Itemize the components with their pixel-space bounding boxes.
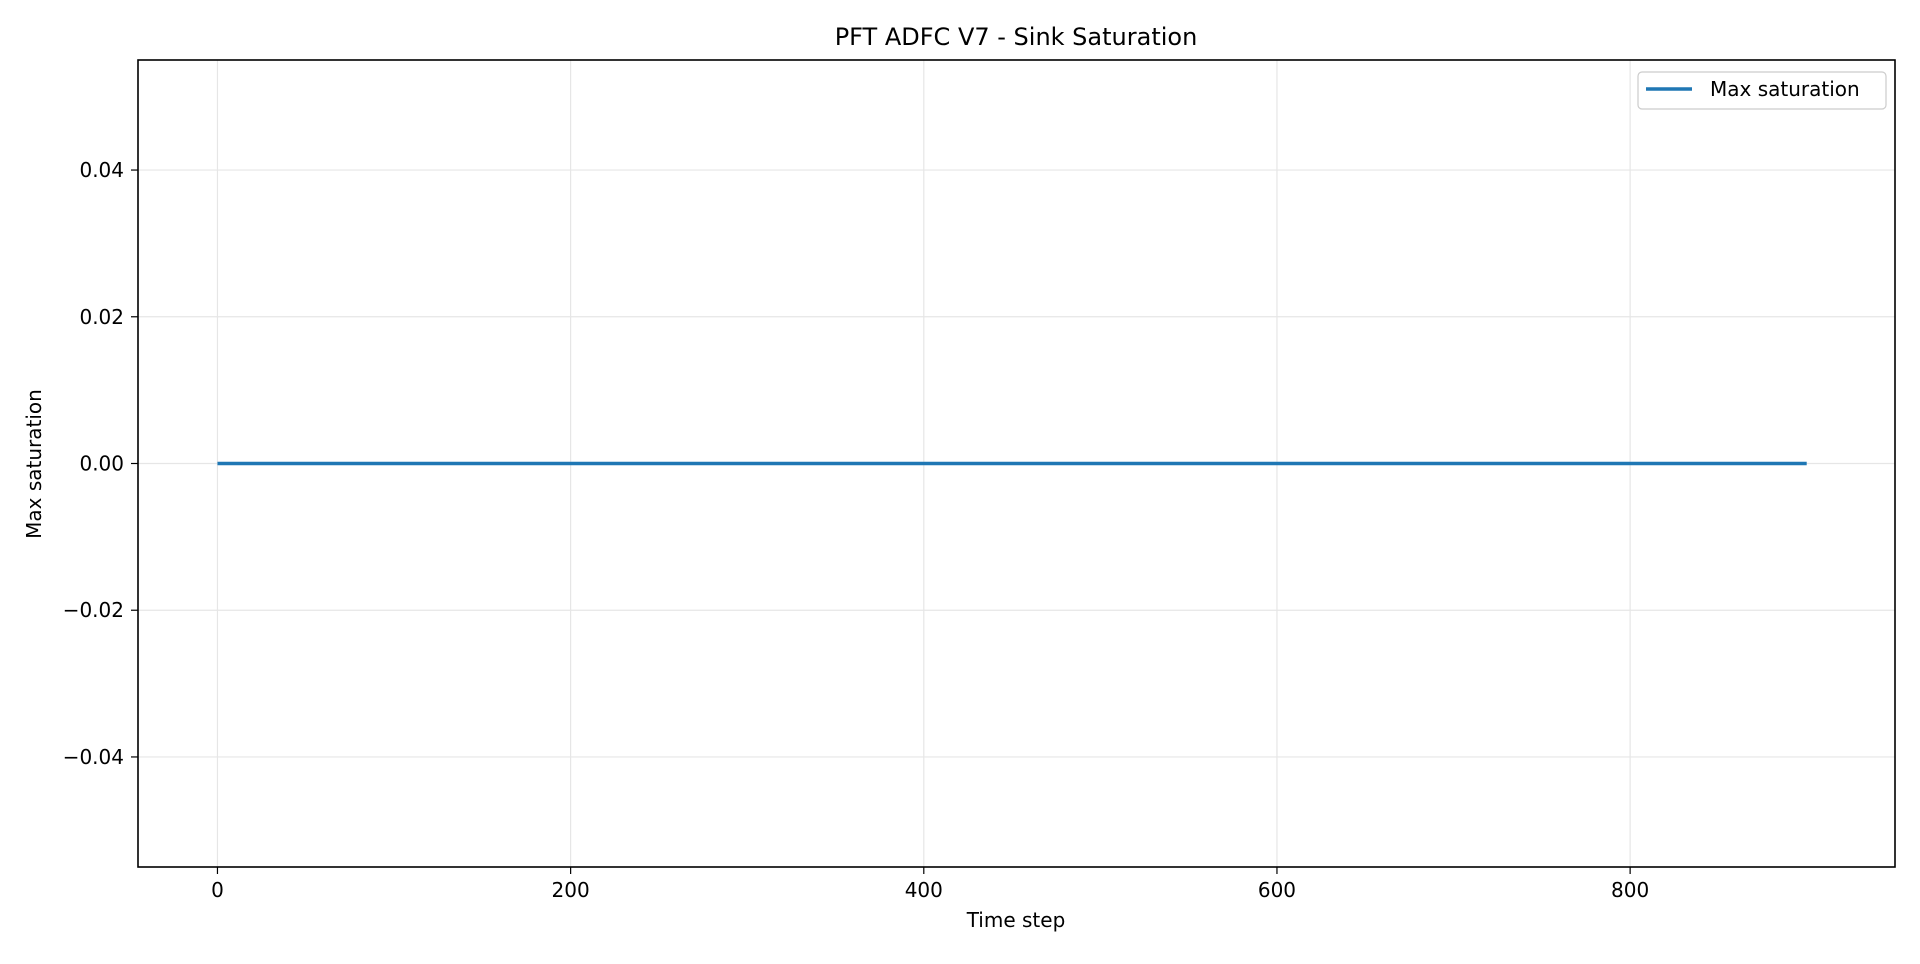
y-tick-label: −0.04 <box>63 745 124 769</box>
y-tick-label: 0.04 <box>79 158 124 182</box>
x-tick-label: 800 <box>1611 878 1649 902</box>
legend-box <box>1637 71 1887 110</box>
x-tick-label: 200 <box>552 878 590 902</box>
legend: Max saturation <box>1637 71 1887 110</box>
y-tick-label: −0.02 <box>63 598 124 622</box>
y-tick-label: 0.00 <box>79 452 124 476</box>
x-tick-label: 400 <box>905 878 943 902</box>
x-tick-label: 600 <box>1258 878 1296 902</box>
x-axis: 0 200 400 600 800 <box>211 867 1649 902</box>
legend-label-max-saturation: Max saturation <box>1710 77 1860 101</box>
chart-title: PFT ADFC V7 - Sink Saturation <box>835 23 1198 51</box>
x-axis-label: Time step <box>966 908 1066 932</box>
x-tick-label: 0 <box>211 878 224 902</box>
y-tick-label: 0.02 <box>79 305 124 329</box>
y-axis-label: Max saturation <box>22 389 46 539</box>
y-axis: 0.04 0.02 0.00 −0.02 −0.04 <box>63 158 138 769</box>
